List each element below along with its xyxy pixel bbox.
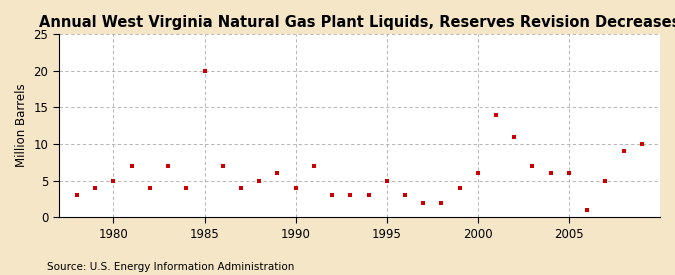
Point (126, 164, 137, 168)
Point (454, 186, 465, 190)
Point (472, 171, 483, 175)
Point (600, 178, 611, 183)
Point (236, 186, 246, 190)
Point (363, 193, 374, 197)
Point (491, 112, 502, 117)
Y-axis label: Million Barrels: Million Barrels (15, 84, 28, 167)
Point (144, 186, 155, 190)
Point (509, 134, 520, 139)
Point (418, 200, 429, 205)
Point (400, 193, 410, 197)
Title: Annual West Virginia Natural Gas Plant Liquids, Reserves Revision Decreases: Annual West Virginia Natural Gas Plant L… (38, 15, 675, 30)
Point (272, 171, 283, 175)
Text: Source: U.S. Energy Information Administration: Source: U.S. Energy Information Administ… (47, 262, 294, 272)
Point (345, 193, 356, 197)
Point (327, 193, 338, 197)
Point (564, 171, 574, 175)
Point (545, 171, 556, 175)
Point (618, 149, 629, 153)
Point (381, 178, 392, 183)
Point (72, 193, 82, 197)
Point (217, 164, 228, 168)
Point (163, 164, 173, 168)
Point (181, 186, 192, 190)
Point (254, 178, 265, 183)
Point (582, 208, 593, 212)
Point (90, 186, 101, 190)
Point (108, 178, 119, 183)
Point (527, 164, 538, 168)
Point (199, 68, 210, 73)
Point (436, 200, 447, 205)
Point (637, 142, 647, 146)
Point (308, 164, 319, 168)
Point (290, 186, 301, 190)
